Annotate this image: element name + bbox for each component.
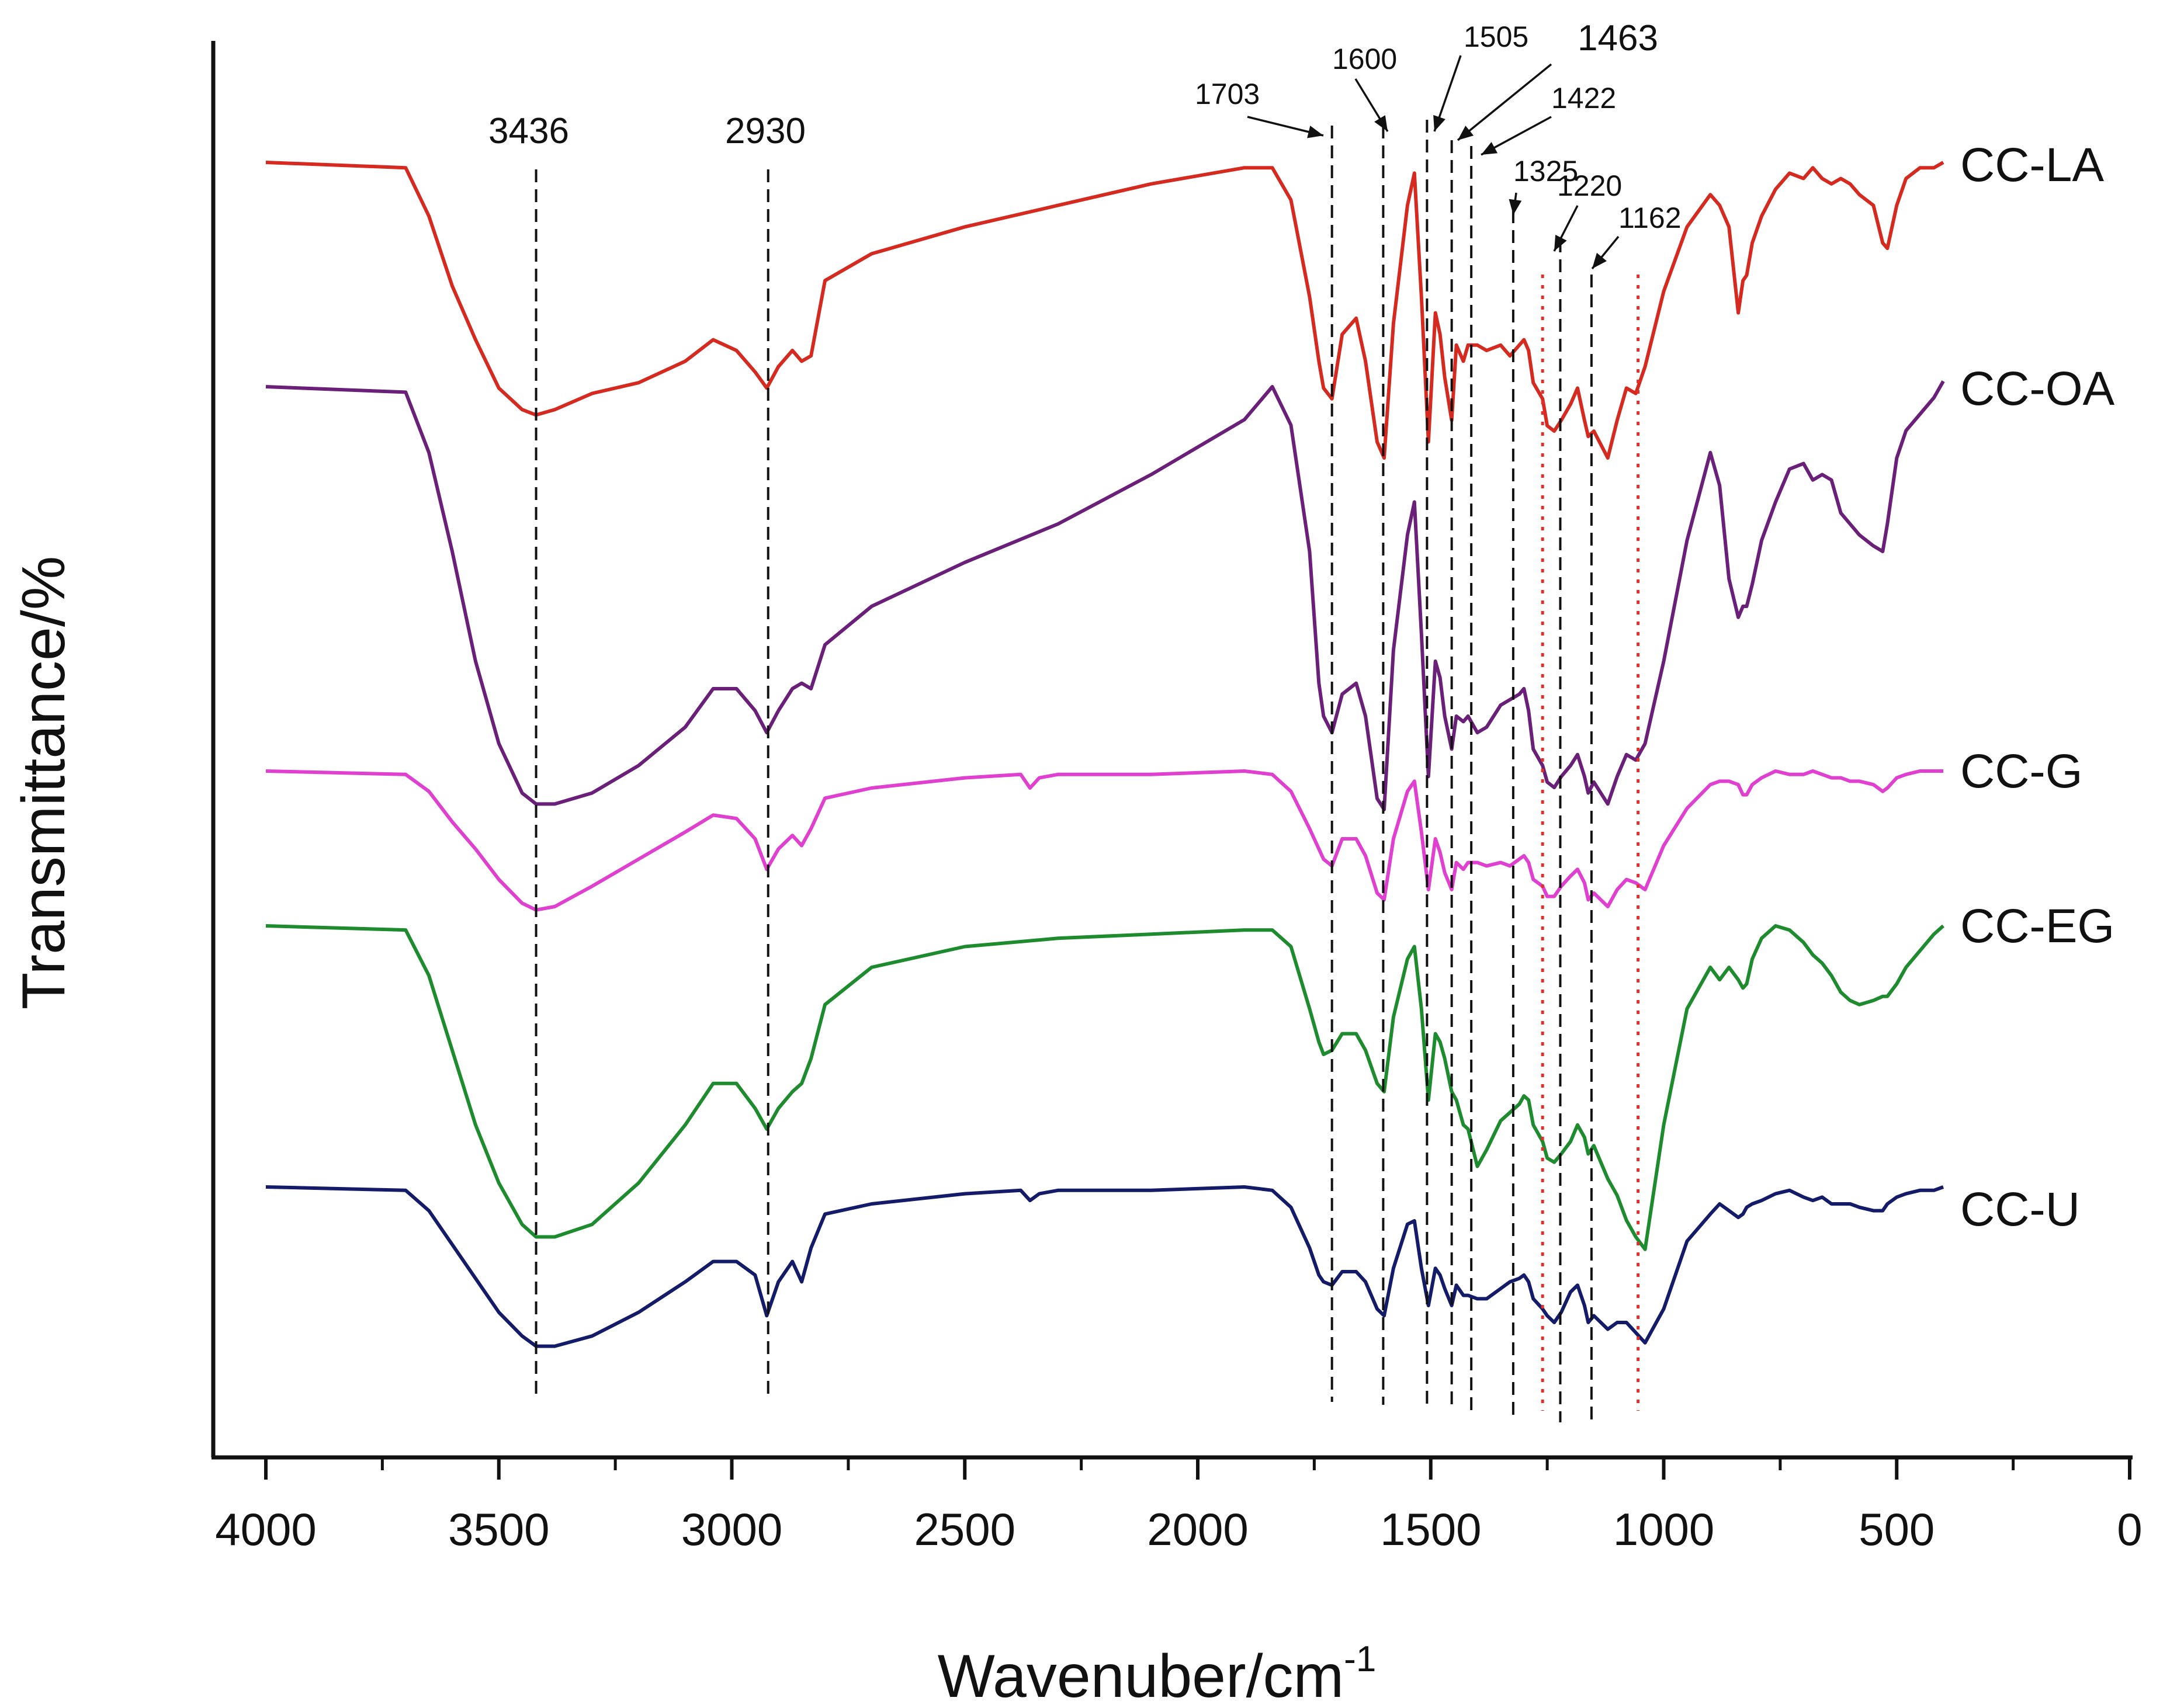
axes <box>211 41 2133 1460</box>
x-tick-label: 2000 <box>1147 1504 1249 1555</box>
peak-label-2930: 2930 <box>725 111 806 151</box>
x-tick-label: 0 <box>2117 1504 2142 1555</box>
peak-label-3436: 3436 <box>488 111 569 151</box>
peak-label-1600: 1600 <box>1332 43 1397 75</box>
peak-arrowhead-1325 <box>1509 199 1522 215</box>
series-label-cc-u: CC-U <box>1960 1183 2080 1236</box>
x-tick-label: 1500 <box>1380 1504 1482 1555</box>
x-axis-title: Wavenuber/cm-1 <box>938 1639 1377 1708</box>
x-tick-label: 1000 <box>1613 1504 1715 1555</box>
series-line-cc-g <box>265 769 1943 912</box>
series-line-cc-u <box>265 1185 1944 1348</box>
peak-arrowhead-1600 <box>1374 115 1388 131</box>
peak-arrowhead-1162 <box>1592 252 1607 269</box>
x-tick-label: 500 <box>1859 1504 1935 1555</box>
peak-label-1325: 1325 <box>1513 155 1578 188</box>
series-layer <box>265 161 1945 1348</box>
peak-arrowhead-1422 <box>1481 141 1498 155</box>
x-ticks: 4000 3500 3000 2500 2000 1500 1000 500 0 <box>215 1457 2143 1555</box>
peak-arrow-1463 <box>1457 63 1552 141</box>
series-labels: CC-LA CC-OA CC-G CC-EG CC-U <box>1960 138 2115 1236</box>
x-tick-label: 3000 <box>681 1504 783 1555</box>
peak-arrowhead-1463 <box>1458 126 1474 140</box>
series-label-cc-oa: CC-OA <box>1960 362 2115 415</box>
peak-label-1463: 1463 <box>1578 18 1658 58</box>
x-axis-title-superscript: -1 <box>1344 1639 1376 1679</box>
peak-label-1162: 1162 <box>1618 202 1682 234</box>
peak-arrowhead-1220 <box>1554 234 1567 251</box>
series-label-cc-g: CC-G <box>1960 745 2083 798</box>
peak-label-1505: 1505 <box>1464 20 1528 53</box>
x-tick-label: 3500 <box>448 1504 550 1555</box>
peak-label-1220: 1220 <box>1557 169 1622 202</box>
series-label-cc-eg: CC-EG <box>1960 900 2114 953</box>
series-label-cc-la: CC-LA <box>1960 138 2104 192</box>
peak-label-1422: 1422 <box>1551 82 1616 114</box>
peak-arrowhead-1703 <box>1307 126 1323 138</box>
peak-label-1703: 1703 <box>1195 78 1260 110</box>
series-line-cc-eg <box>265 924 1944 1251</box>
x-tick-label: 4000 <box>215 1504 317 1555</box>
peak-arrowhead-1505 <box>1433 114 1445 131</box>
series-line-cc-la <box>265 161 1944 460</box>
x-axis-title-text: Wavenuber/cm <box>938 1643 1344 1708</box>
y-axis-title: Transmittance/% <box>10 556 78 1009</box>
series-line-cc-oa <box>265 380 1945 811</box>
x-tick-label: 2500 <box>914 1504 1015 1555</box>
